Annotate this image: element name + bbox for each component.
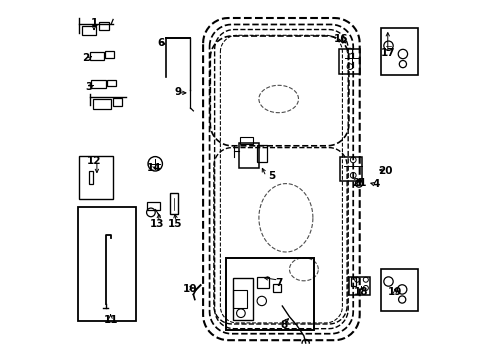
Text: 12: 12 [86, 156, 101, 166]
Bar [89, 171, 93, 184]
Text: 9: 9 [174, 87, 181, 97]
Text: 8: 8 [280, 320, 287, 330]
Bar [104, 51, 114, 58]
Text: 4: 4 [371, 179, 379, 189]
Text: 5: 5 [267, 171, 275, 181]
Bar [78, 207, 136, 321]
Bar [93, 99, 111, 109]
Bar [82, 26, 96, 35]
Bar [99, 22, 109, 30]
Text: 18: 18 [353, 287, 368, 297]
Text: 1: 1 [90, 18, 98, 28]
Bar [169, 193, 177, 214]
Bar [257, 145, 266, 162]
Bar [226, 258, 313, 330]
Bar [257, 277, 268, 288]
Bar [381, 269, 417, 311]
Text: 20: 20 [378, 166, 392, 176]
Bar [272, 284, 280, 292]
Text: 2: 2 [81, 53, 89, 63]
Text: 13: 13 [150, 219, 164, 229]
Bar [232, 290, 247, 308]
Text: 21: 21 [351, 178, 366, 188]
Bar [79, 156, 113, 199]
Bar [380, 28, 418, 75]
Text: 3: 3 [85, 82, 92, 92]
Text: 10: 10 [183, 284, 197, 294]
Text: 6: 6 [157, 38, 164, 48]
Text: 7: 7 [274, 278, 282, 288]
Bar [239, 143, 258, 168]
Bar [113, 98, 122, 106]
Bar [232, 278, 252, 320]
Bar [339, 49, 359, 74]
Text: 15: 15 [168, 219, 182, 229]
Text: 19: 19 [387, 287, 401, 297]
Text: 16: 16 [333, 34, 347, 44]
Bar [348, 277, 370, 295]
Bar [147, 202, 160, 210]
Bar [350, 277, 355, 286]
Bar [90, 52, 104, 60]
Text: 14: 14 [146, 163, 161, 174]
Text: 11: 11 [103, 315, 118, 325]
Text: 17: 17 [380, 48, 394, 58]
Bar [240, 137, 252, 144]
Bar [106, 80, 115, 86]
Bar [91, 80, 106, 88]
Bar [339, 157, 361, 181]
